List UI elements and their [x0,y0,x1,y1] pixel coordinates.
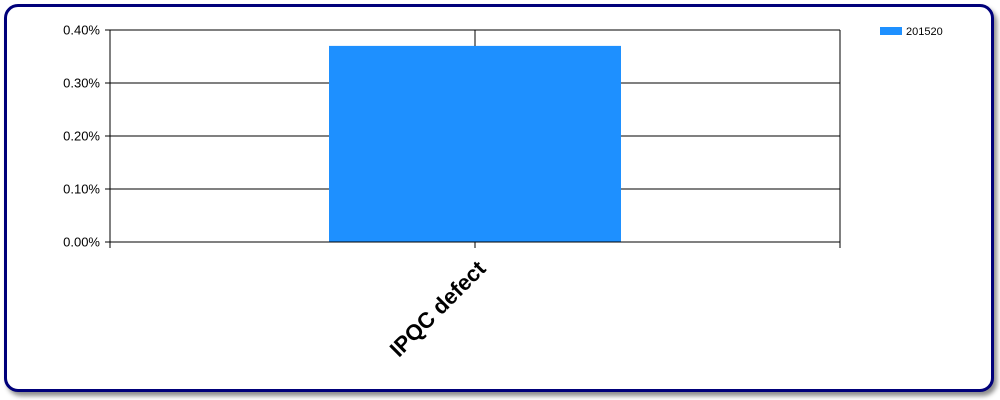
y-tick-label: 0.40% [63,23,100,38]
y-tick-label: 0.20% [63,129,100,144]
y-tick-label: 0.30% [63,76,100,91]
legend-swatch [880,27,902,35]
y-tick-label: 0.00% [63,235,100,250]
axes [105,29,841,248]
bar [329,45,621,243]
legend-label: 201520 [906,26,943,38]
bars [329,45,621,243]
y-tick-label: 0.10% [63,182,100,197]
legend: 201520 [880,26,943,38]
x-category-label: IPQC defect [385,255,491,361]
